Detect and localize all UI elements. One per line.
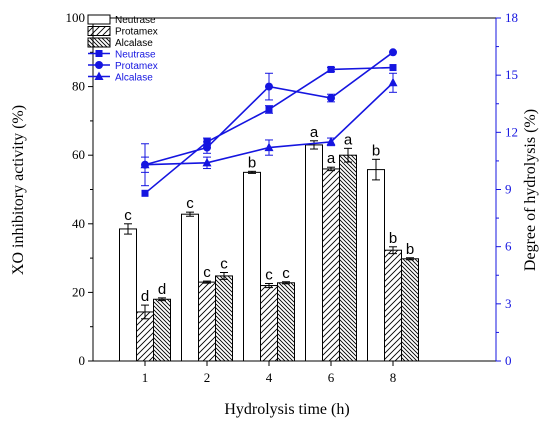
bar-neutrase — [243, 171, 261, 362]
line-point-alcalase — [264, 142, 274, 152]
line-point-neutrase — [265, 105, 273, 113]
line-point-alcalase — [326, 136, 336, 146]
line-point-protamex — [327, 94, 335, 103]
bar-protamex — [198, 281, 216, 362]
y2-tick-label: 6 — [505, 239, 512, 254]
significance-label: c — [220, 256, 228, 273]
line-point-alcalase — [140, 159, 150, 169]
legend-label: Protamex — [115, 61, 158, 72]
line-point-protamex — [203, 143, 211, 152]
line-point-alcalase — [388, 77, 398, 87]
line-point-neutrase — [389, 64, 397, 72]
y2-axis-label: Degree of hydrolysis (%) — [522, 109, 539, 271]
significance-label: b — [372, 142, 380, 159]
significance-label: d — [158, 281, 166, 298]
legend-label: Neutrase — [115, 15, 156, 26]
significance-label: b — [389, 230, 397, 247]
y-tick-label: 60 — [72, 147, 85, 162]
significance-label: c — [282, 265, 290, 282]
bar-neutrase — [367, 169, 385, 362]
significance-label: d — [141, 288, 149, 305]
line-point-protamex — [265, 82, 273, 91]
significance-label: a — [310, 124, 319, 141]
right-axis: 0 3 6 9 12 15 18 — [496, 10, 518, 368]
bar-alcalase — [277, 282, 295, 362]
x-axis: 1 2 4 6 8 — [142, 361, 397, 385]
bar-alcalase — [339, 154, 357, 362]
legend-label: Neutrase — [115, 50, 156, 61]
legend-swatch-bar — [87, 26, 111, 36]
y2-tick-label: 9 — [505, 182, 512, 197]
y-tick-label: 80 — [72, 79, 85, 94]
line-point-neutrase — [141, 189, 149, 197]
line-point-neutrase — [327, 65, 335, 73]
significance-label: b — [248, 154, 256, 171]
significance-label: a — [327, 150, 336, 167]
y-tick-label: 0 — [79, 353, 86, 368]
y-tick-label: 40 — [72, 216, 85, 231]
x-tick-label: 4 — [266, 370, 273, 385]
left-axis: 0 20 40 60 80 100 — [66, 10, 93, 368]
significance-label: a — [344, 131, 353, 148]
bar-protamex — [322, 168, 340, 362]
y-tick-label: 20 — [72, 284, 85, 299]
significance-label: c — [265, 266, 273, 283]
y2-tick-label: 12 — [505, 124, 518, 139]
line-point-protamex — [389, 48, 397, 57]
x-tick-label: 1 — [142, 370, 149, 385]
legend-label: Alcalase — [115, 38, 153, 49]
legend-swatch-bar — [87, 37, 111, 48]
y2-tick-label: 0 — [505, 353, 512, 368]
significance-label: c — [186, 195, 194, 212]
legend-marker — [94, 71, 104, 80]
y-tick-label: 100 — [66, 10, 86, 25]
y-axis-label: XO inhibitory activity (%) — [10, 105, 27, 275]
line-point-alcalase — [202, 157, 212, 167]
bar-neutrase — [119, 228, 137, 362]
y2-tick-label: 3 — [505, 296, 512, 311]
y2-tick-label: 15 — [505, 67, 518, 82]
bar-alcalase — [401, 258, 419, 362]
line-layer — [140, 48, 398, 197]
bar-alcalase — [153, 298, 171, 362]
bar-protamex — [260, 285, 278, 362]
bar-alcalase — [215, 275, 233, 362]
legend-marker — [95, 61, 103, 69]
legend: NeutraseProtamexAlcalaseNeutraseProtamex… — [87, 14, 158, 84]
x-tick-label: 2 — [204, 370, 211, 385]
bar-neutrase — [181, 213, 199, 362]
x-tick-label: 8 — [390, 370, 397, 385]
bar-neutrase — [305, 144, 323, 362]
significance-label: c — [124, 207, 132, 224]
legend-swatch-bar — [87, 14, 111, 25]
legend-label: Protamex — [115, 27, 158, 38]
significance-label: b — [406, 241, 414, 258]
y2-tick-label: 18 — [505, 10, 518, 25]
legend-label: Alcalase — [115, 73, 153, 84]
bar-protamex — [384, 249, 402, 362]
legend-marker — [95, 50, 103, 57]
x-tick-label: 6 — [328, 370, 335, 385]
x-axis-label: Hydrolysis time (h) — [224, 401, 349, 418]
significance-label: c — [203, 264, 211, 281]
